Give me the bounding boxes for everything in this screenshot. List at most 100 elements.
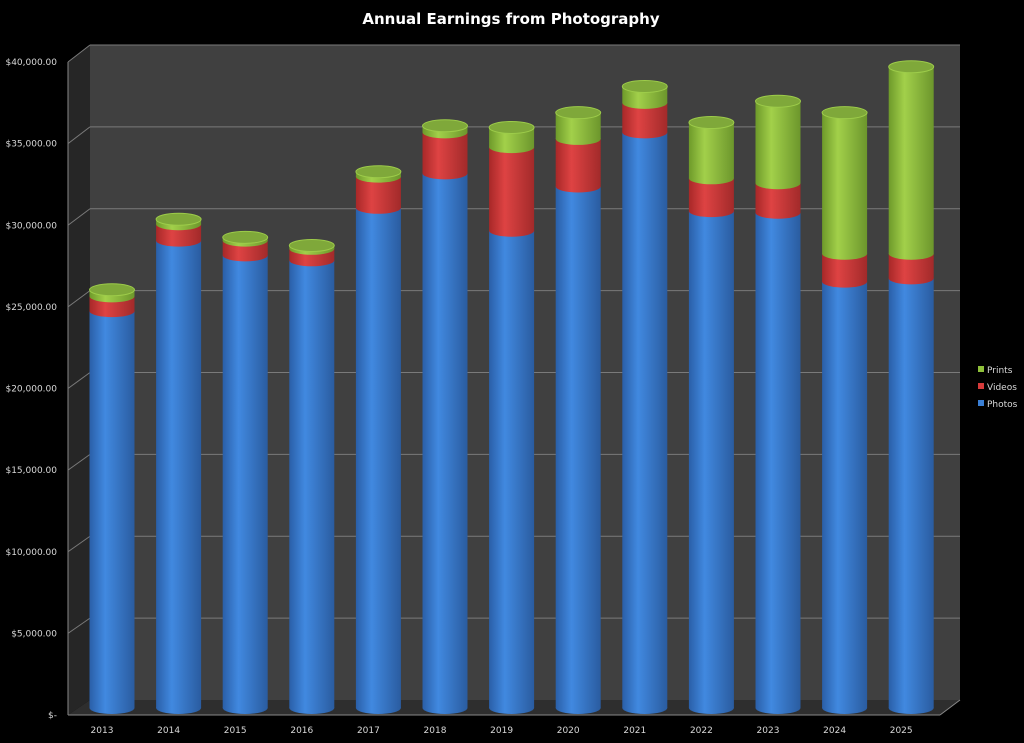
bar-body [156, 240, 202, 708]
bar-body [822, 281, 868, 708]
bar-videos-2019 [489, 147, 535, 237]
bar-top-cap [688, 116, 735, 130]
bar-top-cap [155, 212, 202, 226]
bar-photos-2017 [355, 207, 401, 714]
gridline-side [67, 44, 91, 63]
bar-bottom [222, 249, 268, 262]
x-tick-label: 2016 [290, 726, 313, 736]
chart-title: Annual Earnings from Photography [362, 10, 659, 28]
bar-stack-2013 [89, 283, 135, 714]
bar-top-cap [222, 230, 269, 244]
y-tick-label: $- [48, 711, 57, 721]
gridline-side [67, 535, 91, 553]
x-tick-label: 2015 [224, 726, 247, 736]
bar-prints-2019 [488, 120, 535, 154]
bar-prints-2022 [688, 116, 735, 185]
bar-bottom [755, 206, 801, 219]
x-tick-label: 2014 [157, 726, 180, 736]
y-tick-label: $5,000.00 [11, 629, 57, 639]
bar-prints-2018 [422, 119, 468, 139]
bar-prints-2016 [288, 239, 335, 255]
x-tick-label: 2013 [91, 726, 114, 736]
bar-videos-2021 [622, 102, 668, 139]
bar-body [222, 255, 268, 709]
legend-swatch-videos [978, 383, 984, 389]
bar-bottom [489, 224, 535, 237]
bar-body [289, 260, 335, 708]
bar-stack-2021 [621, 79, 668, 714]
bar-prints-2015 [222, 230, 269, 247]
bar-body [355, 207, 401, 709]
bar-photos-2023 [755, 212, 801, 714]
bar-bottom [156, 702, 202, 714]
bar-bottom [755, 177, 801, 190]
bar-videos-2024 [822, 253, 868, 288]
bar-bottom [822, 247, 868, 260]
x-tick-label: 2020 [557, 726, 580, 736]
bar-bottom [156, 234, 202, 247]
bar-photos-2016 [289, 260, 335, 714]
gridline-side [67, 208, 91, 226]
bar-prints-2020 [555, 106, 602, 145]
legend-swatch-photos [978, 400, 984, 406]
bar-top-cap [422, 119, 468, 133]
bar-body [622, 132, 668, 709]
bar-top-cap [821, 106, 868, 120]
bar-prints-2023 [755, 94, 801, 190]
bar-bottom [289, 702, 335, 714]
bar-bottom [622, 96, 668, 109]
bar-bottom [822, 275, 868, 288]
bar-top-cap [488, 120, 535, 134]
bar-bottom [555, 702, 601, 714]
bar-bottom [355, 702, 401, 714]
legend-swatch-prints [978, 366, 984, 372]
bar-bottom [489, 141, 535, 154]
bar-body [489, 230, 535, 708]
bar-stack-2015 [222, 230, 269, 714]
bar-bottom [289, 254, 335, 267]
x-tick-label: 2021 [623, 726, 646, 736]
bar-bottom [688, 172, 734, 185]
bar-stack-2014 [155, 212, 202, 714]
bar-bottom [89, 702, 135, 714]
floor-right-edge [939, 699, 961, 716]
bar-prints-2017 [355, 165, 402, 183]
bar-body [888, 278, 934, 708]
x-tick-label: 2025 [890, 726, 913, 736]
x-tick-label: 2019 [490, 726, 513, 736]
bar-bottom [688, 205, 734, 218]
bar-bottom [888, 702, 934, 714]
bar-prints-2024 [821, 106, 868, 260]
bar-videos-2018 [422, 132, 468, 180]
bar-body [555, 138, 601, 187]
bar-body [89, 311, 135, 708]
bar-bottom [355, 201, 401, 214]
bar-photos-2015 [222, 255, 268, 714]
bar-stack-2025 [888, 60, 935, 714]
bar-photos-2025 [888, 278, 934, 714]
bar-bottom [422, 167, 468, 180]
gridline-side [67, 617, 91, 634]
bar-body [489, 147, 535, 231]
y-tick-label: $15,000.00 [5, 466, 57, 476]
legend-label-prints: Prints [987, 366, 1013, 376]
legend: Prints Videos Photos [978, 366, 1018, 410]
bar-body [422, 173, 468, 709]
bar-prints-2025 [888, 60, 935, 260]
bar-prints-2021 [621, 79, 668, 109]
bar-bottom [888, 247, 934, 260]
bar-body [755, 101, 801, 184]
bar-bottom [622, 702, 668, 714]
bar-prints-2014 [155, 212, 202, 231]
bar-photos-2020 [555, 186, 601, 714]
bar-bottom [222, 702, 268, 714]
bar-photos-2014 [156, 240, 202, 714]
bar-top-cap [755, 94, 801, 108]
bar-top-cap [555, 106, 602, 120]
gridline-side [67, 126, 91, 145]
bar-top-cap [288, 239, 335, 253]
bar-photos-2021 [622, 132, 668, 714]
y-tick-label: $40,000.00 [5, 58, 57, 68]
bar-stack-2016 [288, 239, 335, 714]
